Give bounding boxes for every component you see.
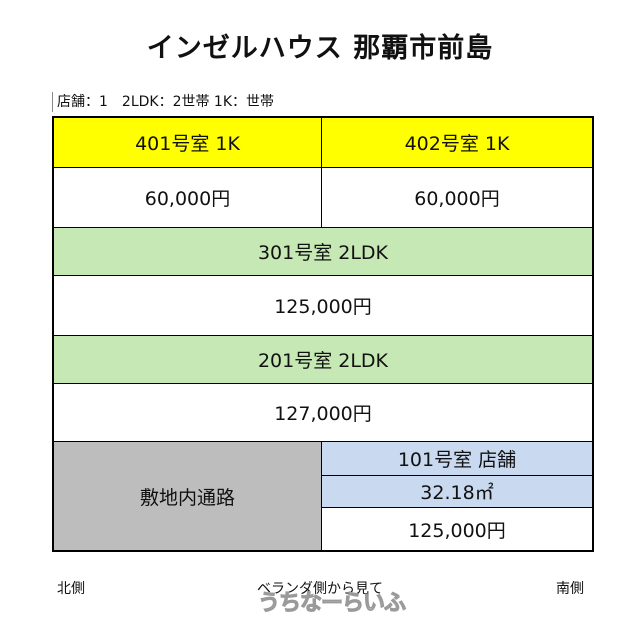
north-side-label: 北側 xyxy=(57,581,85,597)
room-201-label: 201号室 2LDK xyxy=(54,336,592,384)
room-201-rent: 127,000円 xyxy=(54,384,592,442)
room-401-label: 401号室 1K xyxy=(54,118,322,168)
floor-plan-grid: 401号室 1K 402号室 1K 60,000円 60,000円 301号室 … xyxy=(52,116,594,552)
room-401-rent: 60,000円 xyxy=(54,168,322,228)
room-301-rent: 125,000円 xyxy=(54,276,592,336)
room-301-label: 301号室 2LDK xyxy=(54,228,592,276)
room-402-rent: 60,000円 xyxy=(322,168,592,228)
watermark-logo: うちなーらいふ xyxy=(257,591,406,617)
page-title: インゼルハウス 那覇市前島 xyxy=(146,33,494,64)
room-101-label: 101号室 店舗 xyxy=(322,442,592,476)
view-direction-label: ベランダ側から見て xyxy=(257,581,383,597)
room-101-rent: 125,000円 xyxy=(408,519,506,542)
site-road: 敷地内通路 xyxy=(54,442,322,550)
room-402-label: 402号室 1K xyxy=(322,118,592,168)
unit-summary: 店舗：1 2LDK：2世帯 1K：世帯 xyxy=(52,92,274,112)
south-side-label: 南側 xyxy=(556,581,584,597)
room-101-area: 32.18㎡ xyxy=(322,476,592,508)
